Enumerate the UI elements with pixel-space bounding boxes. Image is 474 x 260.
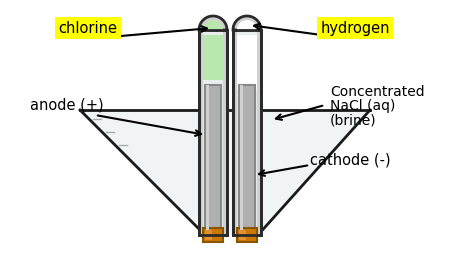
Polygon shape xyxy=(237,20,257,30)
Text: cathode (-): cathode (-) xyxy=(310,153,391,167)
Polygon shape xyxy=(233,16,261,30)
Bar xyxy=(206,85,209,230)
Bar xyxy=(205,230,212,240)
Text: chlorine: chlorine xyxy=(58,21,118,36)
Text: NaCl (aq): NaCl (aq) xyxy=(330,99,395,113)
Bar xyxy=(203,35,223,80)
Bar xyxy=(237,35,257,90)
Bar xyxy=(239,85,255,230)
Bar xyxy=(199,30,227,235)
Text: hydrogen: hydrogen xyxy=(320,21,390,36)
Text: anode (+): anode (+) xyxy=(30,98,104,113)
Bar xyxy=(237,228,257,242)
Polygon shape xyxy=(199,16,227,30)
Bar xyxy=(233,30,261,235)
Bar xyxy=(203,31,223,235)
Bar xyxy=(239,230,246,240)
Text: Concentrated: Concentrated xyxy=(330,85,425,99)
Bar xyxy=(205,85,221,230)
Bar xyxy=(199,30,227,235)
Bar xyxy=(237,31,257,235)
Bar xyxy=(240,85,243,230)
Polygon shape xyxy=(203,20,223,30)
Text: (brine): (brine) xyxy=(330,113,377,127)
Bar xyxy=(203,228,223,242)
Bar xyxy=(233,30,261,235)
Polygon shape xyxy=(80,110,370,235)
